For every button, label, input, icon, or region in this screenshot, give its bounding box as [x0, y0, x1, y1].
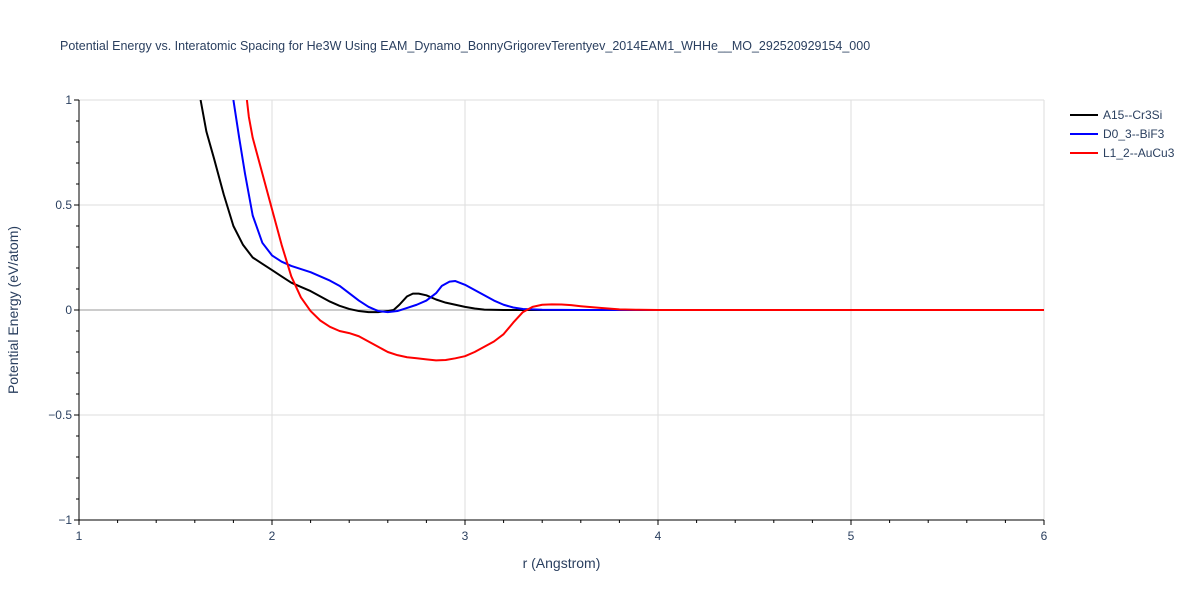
x-tick-label: 6 [1041, 529, 1048, 543]
y-tick-label: −1 [58, 513, 72, 527]
axes [74, 99, 1045, 525]
chart-title: Potential Energy vs. Interatomic Spacing… [60, 39, 870, 53]
y-axis-label: Potential Energy (eV/atom) [5, 226, 21, 394]
x-tick-label: 4 [655, 529, 662, 543]
x-tick-label: 1 [76, 529, 83, 543]
legend-label: A15--Cr3Si [1103, 108, 1162, 122]
series-line-1 [199, 100, 1044, 314]
series-line-2 [232, 100, 1044, 314]
x-tick-label: 2 [269, 529, 276, 543]
y-tick-label: 0.5 [55, 198, 72, 212]
series-line-3 [245, 100, 1044, 362]
x-tick-labels: 1 2 3 4 5 6 [76, 529, 1048, 543]
legend: A15--Cr3Si D0_3--BiF3 L1_2--AuCu3 [1070, 108, 1175, 160]
legend-label: D0_3--BiF3 [1103, 127, 1165, 141]
x-axis-label: r (Angstrom) [523, 555, 601, 571]
legend-item[interactable]: D0_3--BiF3 [1070, 127, 1165, 141]
legend-item[interactable]: L1_2--AuCu3 [1070, 146, 1175, 160]
x-tick-label: 5 [848, 529, 855, 543]
y-tick-label: 0 [65, 303, 72, 317]
y-tick-label: 1 [65, 93, 72, 107]
x-tick-label: 3 [462, 529, 469, 543]
series-lines [199, 100, 1044, 362]
legend-item[interactable]: A15--Cr3Si [1070, 108, 1162, 122]
y-tick-label: −0.5 [48, 408, 72, 422]
legend-label: L1_2--AuCu3 [1103, 146, 1175, 160]
y-tick-labels: −1 −0.5 0 0.5 1 [48, 93, 72, 527]
